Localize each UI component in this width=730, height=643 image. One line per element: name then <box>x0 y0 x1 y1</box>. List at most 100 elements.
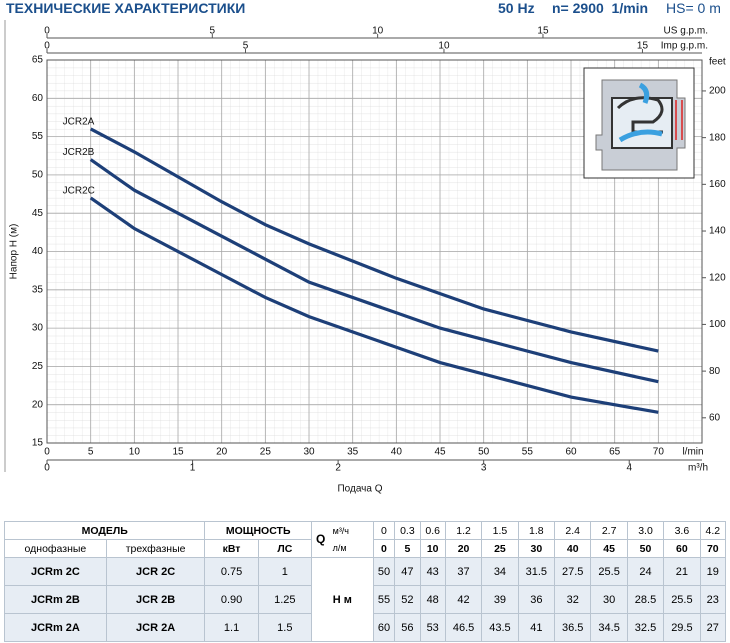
table-header: МОДЕЛЬ <box>3 521 206 540</box>
table-cell: 70 <box>699 539 727 558</box>
table-cell: JCR 2C <box>105 557 206 586</box>
table-cell: 43 <box>419 557 446 586</box>
x-tick-label: 30 <box>303 447 315 458</box>
y-tick-label: 30 <box>32 323 44 334</box>
y-tick-label: 35 <box>32 284 44 295</box>
table-cell: 47 <box>394 557 421 586</box>
y2-tick-label: 100 <box>709 319 726 330</box>
table-cell: 34 <box>481 557 519 586</box>
x-tick-label: 5 <box>88 447 94 458</box>
suction-height: HS= 0 m <box>666 0 721 16</box>
y-tick-label: 60 <box>32 93 44 104</box>
table-cell: 0.6 <box>419 521 446 540</box>
table-header: ЛС <box>257 539 312 558</box>
table-cell: 1.25 <box>257 585 312 614</box>
x-tick-label: 25 <box>260 447 272 458</box>
y2-tick-label: 80 <box>709 366 721 377</box>
curve-label: JCR2B <box>63 147 95 158</box>
curve <box>89 158 659 384</box>
y2-tick-label: 140 <box>709 226 726 237</box>
q: Q <box>315 531 326 546</box>
chart: 0 5 10 15 20 25 30 35 40 45 50 55 60 65 70 l/min1520253… <box>4 20 726 495</box>
table-cell: 45 <box>590 539 628 558</box>
table-cell: 0 <box>372 521 396 540</box>
title: ТЕХНИЧЕСКИЕ ХАРАКТЕРИСТИКИ <box>6 0 246 16</box>
x-tick-label: 70 <box>653 447 665 458</box>
table-cell: 0.90 <box>204 585 259 614</box>
table-cell: H м <box>310 557 374 642</box>
table-cell: 0.75 <box>204 557 259 586</box>
curve <box>89 127 659 353</box>
table-cell: 37 <box>444 557 483 586</box>
table-cell: 1.1 <box>204 613 259 642</box>
table-cell: 21 <box>663 557 701 586</box>
table-cell: 1 <box>257 557 312 586</box>
axis-tick-label: 2 <box>335 463 341 474</box>
axis-tick-label: 0 <box>44 463 50 474</box>
spec-table: МОДЕЛЬ МОЩНОСТЬ Q м³/ч л/м 0 0.3 0.6 1.2 1.5 1… <box>3 521 727 642</box>
y-tick-label: 45 <box>32 208 44 219</box>
x-unit: l/min <box>682 447 703 458</box>
x-tick-label: 55 <box>522 447 534 458</box>
table-header: кВт <box>204 539 259 558</box>
table-cell: 20 <box>444 539 483 558</box>
table-cell: 60 <box>663 539 701 558</box>
table-cell: 56 <box>394 613 421 642</box>
y-tick-label: 65 <box>32 55 44 66</box>
table-cell: 1.5 <box>481 521 519 540</box>
table-cell: 34.5 <box>590 613 628 642</box>
table-cell: 28.5 <box>626 585 665 614</box>
y-tick-label: 20 <box>32 399 44 410</box>
table-cell: 27 <box>699 613 727 642</box>
table-cell: 1.2 <box>444 521 483 540</box>
table-cell: 42 <box>444 585 483 614</box>
table-cell: 23 <box>699 585 727 614</box>
speed: n= 2900 1/min <box>552 0 649 16</box>
x-tick-label: 45 <box>434 447 446 458</box>
table-cell: 39 <box>481 585 519 614</box>
table-cell: 25.5 <box>663 585 701 614</box>
axis-tick-label: 0 <box>44 41 50 52</box>
pump-icon <box>583 67 695 179</box>
y2-tick-label: 60 <box>709 412 721 423</box>
x-tick-label: 0 <box>44 447 50 458</box>
x-tick-label: 40 <box>391 447 403 458</box>
table-cell: 5 <box>394 539 421 558</box>
table-header: МОЩНОСТЬ <box>204 521 312 540</box>
axis-tick-label: 4 <box>626 463 632 474</box>
q-label: Q м³/ч л/м <box>310 521 374 558</box>
table-cell: 25 <box>481 539 519 558</box>
x-tick-label: 20 <box>216 447 228 458</box>
table-cell: 2.7 <box>590 521 628 540</box>
table-cell: 46.5 <box>444 613 483 642</box>
y-axis-title: Напор H (м) <box>9 224 20 280</box>
table-cell: 19 <box>699 557 727 586</box>
curve-label: JCR2C <box>63 186 95 197</box>
table-cell: 36.5 <box>554 613 592 642</box>
unit: м³/ч <box>332 525 349 536</box>
x-tick-label: 50 <box>478 447 490 458</box>
table-row: JCRm 2A JCR 2A 1.1 1.5 60 56 53 46.5 43.5 41 36.5 3… <box>4 613 727 642</box>
table-cell: 43.5 <box>481 613 519 642</box>
table-cell: 55 <box>372 585 396 614</box>
axis-tick-label: 0 <box>44 26 50 37</box>
axis-unit: US g.p.m. <box>664 26 708 37</box>
y2-tick-label: 200 <box>709 86 726 97</box>
table-cell: 4.2 <box>699 521 727 540</box>
axis-tick-label: 3 <box>481 463 487 474</box>
table-cell: 29.5 <box>663 613 701 642</box>
x-tick-label: 15 <box>172 447 184 458</box>
table-cell: 30 <box>517 539 556 558</box>
axis-tick-label: 5 <box>243 41 249 52</box>
table-cell: JCRm 2B <box>4 585 107 614</box>
curve-label: JCR2A <box>63 117 95 128</box>
axis-unit: m³/h <box>688 463 708 474</box>
table-cell: 2.4 <box>554 521 592 540</box>
table-row: JCRm 2B JCR 2B 0.90 1.25 55 52 48 42 39 36 32 30 28.… <box>4 585 727 614</box>
unit: л/м <box>332 542 347 553</box>
table-cell: 41 <box>517 613 556 642</box>
y2-tick-label: 120 <box>709 272 726 283</box>
frequency: 50 Hz <box>498 0 535 16</box>
table-header: однофазные <box>4 539 107 558</box>
